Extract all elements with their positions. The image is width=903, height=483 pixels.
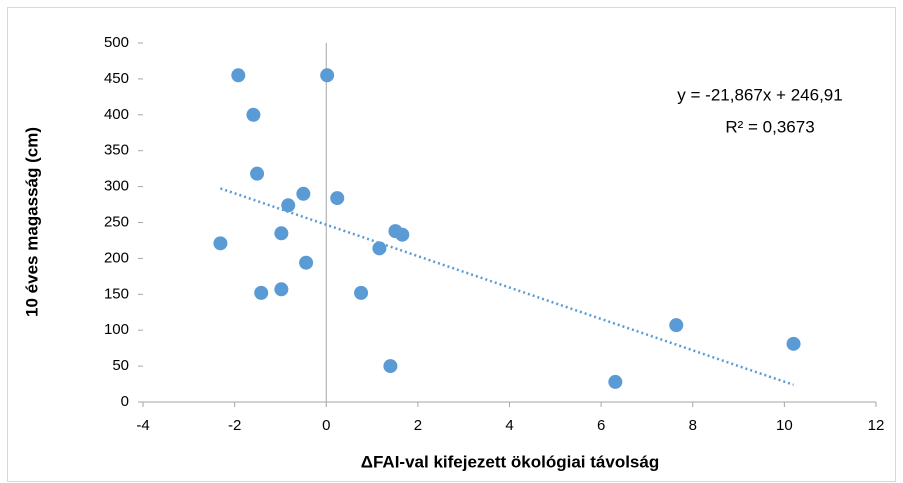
x-tick-label: 6	[597, 417, 605, 434]
y-tick-label: 400	[104, 106, 129, 123]
y-tick-label: 0	[121, 393, 129, 410]
y-tick-label: 200	[104, 249, 129, 266]
data-point	[330, 191, 345, 206]
y-axis-title: 10 éves magasság (cm)	[22, 127, 41, 317]
y-tick-label: 250	[104, 213, 129, 230]
data-point	[354, 285, 369, 300]
data-point	[372, 241, 387, 256]
data-point	[669, 318, 684, 333]
chart-border	[7, 7, 896, 482]
y-tick-label: 300	[104, 178, 129, 195]
x-tick-label: 10	[776, 417, 793, 434]
x-tick-label: -2	[228, 417, 241, 434]
data-point	[231, 68, 246, 83]
x-tick-label: 2	[414, 417, 422, 434]
data-point	[296, 186, 311, 201]
y-tick-label: 350	[104, 142, 129, 159]
x-tick-label: -4	[136, 417, 149, 434]
data-point	[786, 336, 801, 351]
data-point	[608, 374, 623, 389]
trendline	[220, 187, 794, 387]
y-tick-label: 100	[104, 321, 129, 338]
y-tick-label: 150	[104, 285, 129, 302]
data-point	[299, 255, 314, 270]
data-point	[254, 285, 269, 300]
x-tick-label: 0	[322, 417, 330, 434]
data-point	[383, 359, 398, 374]
x-tick-label: 8	[689, 417, 697, 434]
y-tick-label: 500	[104, 34, 129, 51]
data-point	[274, 282, 289, 297]
y-tick-label: 50	[112, 357, 129, 374]
y-tick-label: 450	[104, 70, 129, 87]
trendline-equation: y = -21,867x + 246,91	[677, 85, 842, 104]
x-tick-label: 12	[868, 417, 885, 434]
data-point	[246, 107, 261, 122]
data-point	[281, 198, 296, 213]
data-point	[395, 227, 410, 242]
data-point	[250, 166, 265, 181]
data-point	[213, 236, 228, 251]
x-tick-label: 4	[505, 417, 513, 434]
x-axis-title: ΔFAI-val kifejezett ökológiai távolság	[361, 452, 659, 471]
data-point	[274, 226, 289, 241]
trendline-r-squared: R² = 0,3673	[725, 117, 814, 136]
data-point	[320, 68, 335, 83]
